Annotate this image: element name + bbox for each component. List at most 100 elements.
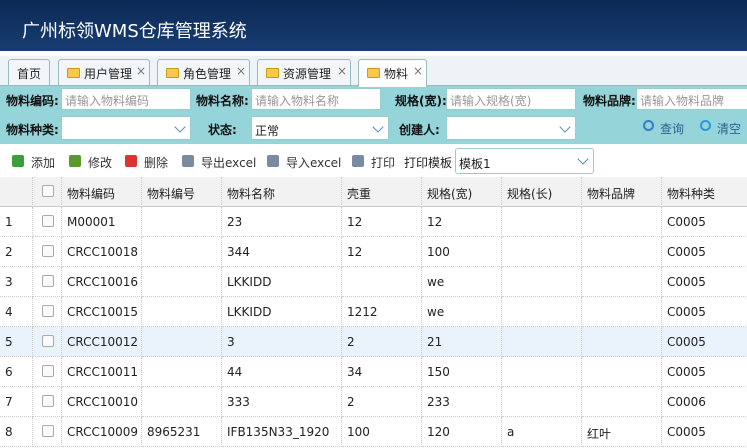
text-input[interactable]: 请输入物料编码 xyxy=(61,88,191,110)
table-cell xyxy=(142,237,222,267)
header-cell xyxy=(0,177,33,207)
checkbox[interactable] xyxy=(42,395,54,407)
table-cell: we xyxy=(422,297,502,327)
tab[interactable]: 物料 × xyxy=(358,59,427,87)
table-cell xyxy=(342,267,422,297)
tab-label: 角色管理 xyxy=(183,67,232,81)
table-cell xyxy=(502,327,582,357)
toolbar-button[interactable]: 添加 xyxy=(31,156,56,170)
filter-button[interactable]: 清空 xyxy=(717,122,742,136)
table-cell xyxy=(502,237,582,267)
table-cell xyxy=(502,207,582,237)
checkbox[interactable] xyxy=(42,185,54,197)
table-cell: 3 xyxy=(222,327,342,357)
table-cell: CRCC10016 xyxy=(62,267,142,297)
row-index: 8 xyxy=(0,417,33,447)
tab[interactable]: 首页 xyxy=(8,59,50,85)
table-cell: 100 xyxy=(422,237,502,267)
checkbox[interactable] xyxy=(42,365,54,377)
checkbox[interactable] xyxy=(42,245,54,257)
toolbar-button[interactable]: 打印 xyxy=(371,156,396,170)
select-input[interactable] xyxy=(61,116,191,140)
toolbar-icon xyxy=(352,155,364,167)
table-cell: 21 xyxy=(422,327,502,357)
checkbox[interactable] xyxy=(42,215,54,227)
row-select xyxy=(33,327,62,357)
close-icon[interactable]: × xyxy=(413,64,424,78)
checkbox[interactable] xyxy=(42,305,54,317)
row-index: 5 xyxy=(0,327,33,357)
table-cell: 344 xyxy=(222,237,342,267)
table-cell: 1212 xyxy=(342,297,422,327)
table-cell xyxy=(142,327,222,357)
text-input[interactable]: 请输入物料品牌 xyxy=(636,88,747,110)
table-cell xyxy=(142,357,222,387)
table-cell: IFB135N33_1920 xyxy=(222,417,342,447)
checkbox[interactable] xyxy=(42,425,54,437)
toolbar-button[interactable]: 修改 xyxy=(88,156,113,170)
column-header: 物料品牌 xyxy=(582,177,662,207)
column-header: 规格(宽) xyxy=(422,177,502,207)
text-input[interactable]: 请输入物料名称 xyxy=(251,88,381,110)
close-icon[interactable]: × xyxy=(236,64,247,78)
toolbar-button[interactable]: 导出excel xyxy=(201,156,257,170)
table-cell: C0005 xyxy=(662,327,747,357)
row-index: 2 xyxy=(0,237,33,267)
column-header: 物料编码 xyxy=(62,177,142,207)
table-cell xyxy=(502,267,582,297)
folder-icon xyxy=(266,68,279,78)
toolbar-icon xyxy=(69,155,81,167)
select-input[interactable]: 正常 xyxy=(251,116,389,140)
row-select xyxy=(33,237,62,267)
tab[interactable]: 用户管理 × xyxy=(58,59,150,85)
tab[interactable]: 资源管理 × xyxy=(257,59,351,85)
row-select xyxy=(33,207,62,237)
table-cell xyxy=(582,207,662,237)
table-cell: CRCC10018 xyxy=(62,237,142,267)
table-cell xyxy=(142,297,222,327)
tab-label: 资源管理 xyxy=(283,67,332,81)
table-cell: 12 xyxy=(422,207,502,237)
row-index: 3 xyxy=(0,267,33,297)
template-select[interactable]: 模板1 xyxy=(455,148,594,174)
table-cell xyxy=(142,387,222,417)
table-cell: C0005 xyxy=(662,417,747,447)
toolbar-icon xyxy=(125,155,137,167)
select-input[interactable] xyxy=(446,116,576,140)
table-cell: 34 xyxy=(342,357,422,387)
filter-label: 物料编码: xyxy=(6,94,59,108)
table-cell: C0005 xyxy=(662,267,747,297)
table-cell xyxy=(582,297,662,327)
table-cell: LKKIDD xyxy=(222,297,342,327)
tab[interactable]: 角色管理 × xyxy=(157,59,250,85)
dropdown-arrow xyxy=(372,121,384,133)
table-cell: we xyxy=(422,267,502,297)
row-select xyxy=(33,417,62,447)
filter-label: 创建人: xyxy=(399,123,440,137)
text-input[interactable]: 请输入规格(宽) xyxy=(446,88,576,110)
template-label: 打印模板 xyxy=(404,156,453,170)
close-icon[interactable]: × xyxy=(337,64,348,78)
table-cell xyxy=(502,297,582,327)
filter-button[interactable]: 查询 xyxy=(660,122,685,136)
filter-label: 物料品牌: xyxy=(583,94,636,108)
table-cell xyxy=(582,237,662,267)
toolbar-button[interactable]: 导入excel xyxy=(286,156,342,170)
table-cell: 12 xyxy=(342,207,422,237)
app-title: 广州标领WMS仓库管理系统 xyxy=(22,21,247,42)
dropdown-arrow xyxy=(174,121,186,133)
table-cell: C0005 xyxy=(662,357,747,387)
table-cell: 100 xyxy=(342,417,422,447)
table-cell: C0006 xyxy=(662,387,747,417)
toolbar-icon xyxy=(12,155,24,167)
filter-label: 状态: xyxy=(208,123,237,137)
toolbar-button[interactable]: 删除 xyxy=(144,156,169,170)
dropdown-arrow xyxy=(559,121,571,133)
toolbar-icon xyxy=(267,155,279,167)
checkbox[interactable] xyxy=(42,275,54,287)
checkbox[interactable] xyxy=(42,335,54,347)
tab-label: 首页 xyxy=(17,67,42,81)
header xyxy=(0,0,747,51)
column-header: 物料种类 xyxy=(662,177,747,207)
close-icon[interactable]: × xyxy=(136,64,147,78)
